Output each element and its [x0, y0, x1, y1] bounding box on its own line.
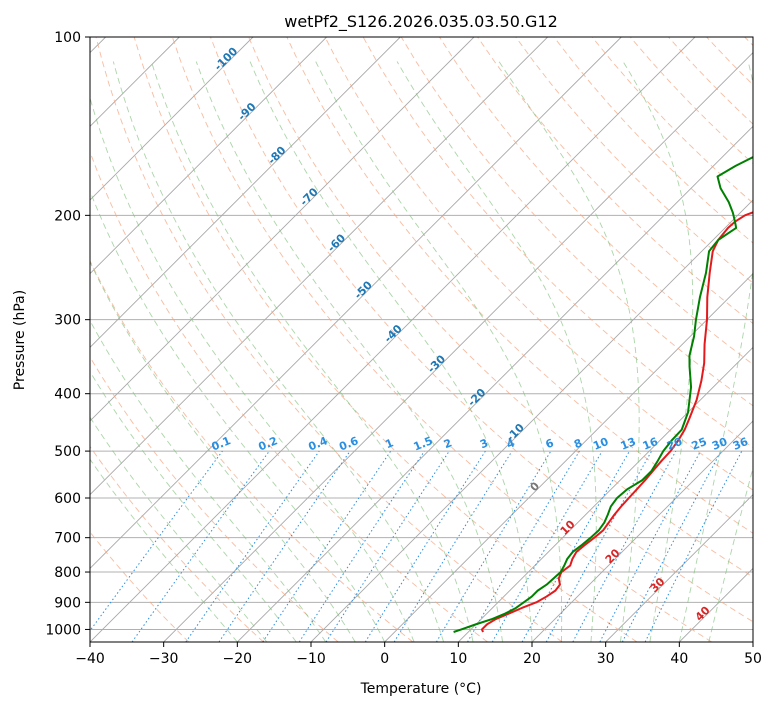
mixing-ratio-line [298, 450, 425, 642]
y-tick-label: 300 [54, 313, 81, 329]
dewpoint-line [453, 155, 753, 633]
mixing-ratio-label: 2 [442, 436, 454, 451]
x-axis-label: Temperature (°C) [360, 681, 482, 697]
x-tick-label: −20 [223, 651, 253, 667]
mixing-ratio-line [572, 450, 677, 642]
sounding-series [453, 155, 753, 633]
mixing-ratio-line [90, 450, 223, 632]
mixing-ratio-label: 25 [690, 435, 709, 453]
x-tick-label: 40 [670, 651, 688, 667]
dry-adiabat [515, 37, 753, 284]
plot-frame [89, 36, 754, 643]
moist-adiabat [195, 61, 503, 642]
y-tick-label: 900 [54, 595, 81, 611]
mixing-ratio-line [325, 450, 450, 642]
dry-adiabat [90, 259, 414, 642]
moist-adiabat [150, 61, 474, 642]
isotherm-line [605, 494, 753, 642]
mixing-ratio-line [218, 450, 351, 642]
y-tick-label: 600 [54, 491, 81, 507]
mixing-ratio-line [644, 450, 743, 642]
mixing-ratio-label: 30 [710, 435, 729, 453]
dry-adiabat [171, 37, 712, 642]
moist-adiabat [678, 61, 753, 642]
moist-adiabats [90, 61, 753, 642]
x-tick-label: −10 [296, 651, 326, 667]
mixing-ratio-line [262, 450, 392, 642]
y-tick-label: 700 [54, 531, 81, 547]
isotherm-line [384, 273, 753, 642]
moist-adiabat [90, 370, 297, 642]
mixing-ratio-label: 16 [641, 435, 660, 453]
moist-adiabat [90, 96, 415, 642]
moist-adiabat [112, 61, 445, 642]
isotherm-line [90, 37, 475, 422]
dry-adiabat [90, 356, 339, 642]
isotherm-line [458, 346, 753, 642]
dry-adiabat [248, 37, 753, 578]
y-axis: 100 200 300 400 500 600 700 800 900 1000 [45, 30, 90, 638]
x-tick-label: −30 [149, 651, 179, 667]
moist-adiabat [622, 61, 694, 642]
dry-adiabat [324, 37, 753, 491]
x-tick-label: 10 [449, 651, 467, 667]
dry-adiabat [210, 37, 753, 623]
moist-adiabat [90, 319, 327, 642]
dry-adiabat [133, 37, 638, 642]
x-axis: −40 −30 −20 −10 0 10 20 30 40 50 [75, 642, 762, 667]
mixing-ratio-label: 3 [478, 436, 490, 451]
isotherm-line [237, 125, 753, 642]
y-tick-label: 400 [54, 387, 81, 403]
isotherm-line [90, 37, 548, 496]
mixing-ratio-label: 13 [619, 435, 638, 453]
x-tick-label: 30 [597, 651, 615, 667]
moist-adiabat [90, 458, 238, 642]
isotherm-line [90, 37, 696, 642]
moist-adiabat [708, 466, 753, 642]
moist-adiabat [315, 61, 563, 642]
mixing-ratio-label: 1 [383, 436, 395, 451]
mixing-ratio-label: 10 [591, 435, 610, 453]
isotherm-line [90, 37, 327, 275]
y-tick-label: 1000 [45, 622, 81, 638]
mixing-ratio-label: 36 [731, 435, 750, 453]
x-tick-label: 20 [523, 651, 541, 667]
dry-adiabat [95, 37, 563, 642]
isotherm-line [90, 37, 622, 569]
moist-adiabat [396, 61, 597, 642]
isobar-grid [90, 37, 753, 630]
moist-adiabat [90, 416, 268, 642]
mixing-ratio-line [393, 450, 513, 642]
y-tick-label: 200 [54, 208, 81, 224]
y-tick-label: 500 [54, 444, 81, 460]
x-tick-label: −40 [75, 651, 105, 667]
isotherm-line [163, 52, 753, 642]
dry-adiabat [286, 37, 753, 534]
isotherm-grid [90, 37, 753, 642]
mixing-ratio-label: 8 [572, 436, 584, 451]
dry-adiabats [90, 37, 753, 642]
isotherm-line [90, 37, 254, 201]
temperature-line [480, 211, 753, 633]
y-axis-label: Pressure (hPa) [12, 290, 28, 390]
moist-adiabat [90, 189, 386, 642]
isotherm-line [531, 420, 753, 642]
y-tick-label: 100 [54, 30, 81, 46]
moist-adiabat [90, 260, 356, 642]
y-tick-label: 800 [54, 565, 81, 581]
mixing-ratio-line [545, 450, 653, 642]
moist-adiabat [249, 61, 533, 642]
plot-area: -100-90-80-70-60-50-40-30-20-10010203040… [90, 37, 753, 642]
chart-title: wetPf2_S126.2026.035.03.50.G12 [284, 12, 558, 32]
mixing-ratio-line [185, 450, 320, 642]
x-tick-label: 50 [744, 651, 762, 667]
mixing-ratio-line [131, 450, 270, 642]
x-tick-label: 0 [380, 651, 389, 667]
mixing-ratio-label: 20 [665, 435, 684, 453]
isotherm-line [90, 37, 401, 348]
dry-adiabat [90, 445, 264, 642]
